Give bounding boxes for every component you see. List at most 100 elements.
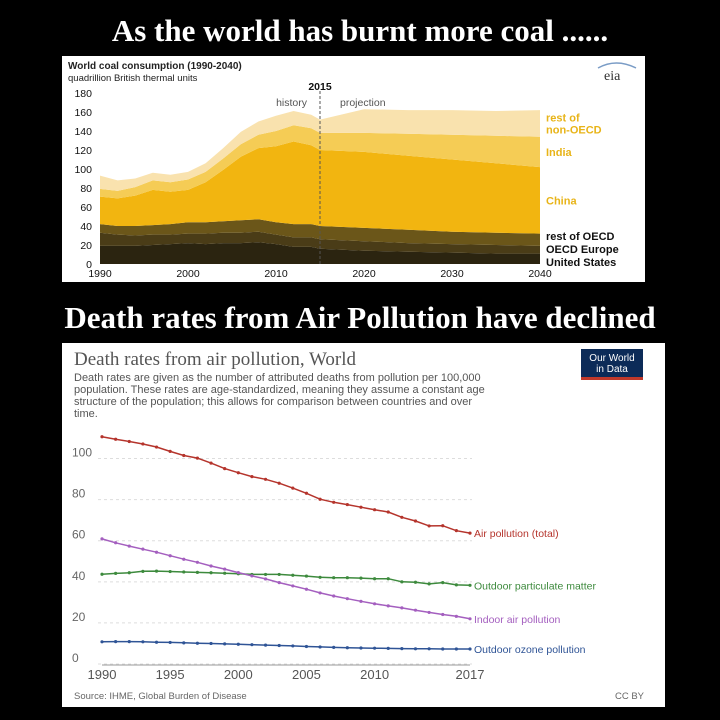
coal-chart-svg: World coal consumption (1990-2040) quadr…	[68, 61, 637, 280]
y-tick-label: 40	[80, 221, 92, 233]
point-outdoor-ozone-pollution	[182, 641, 186, 645]
source-note: Source: IHME, Global Burden of Disease	[74, 691, 247, 702]
point-outdoor-ozone-pollution	[345, 646, 349, 650]
area-india	[100, 125, 540, 199]
y-tick-label: 80	[80, 183, 92, 195]
point-outdoor-particulate-matter	[345, 576, 349, 580]
point-indoor-air-pollution	[182, 557, 186, 561]
point-indoor-air-pollution	[400, 606, 404, 610]
point-outdoor-particulate-matter	[400, 580, 404, 584]
point-air-pollution-total	[236, 471, 240, 475]
desc-line-2: population. These rates are age-standard…	[74, 384, 485, 396]
point-air-pollution-total	[223, 467, 227, 471]
point-outdoor-particulate-matter	[441, 581, 445, 585]
logo-swoosh-icon	[597, 62, 637, 69]
point-outdoor-ozone-pollution	[372, 646, 377, 650]
y-tick-label: 180	[74, 88, 92, 100]
point-indoor-air-pollution	[100, 537, 104, 541]
point-indoor-air-pollution	[386, 604, 390, 608]
point-outdoor-particulate-matter	[114, 571, 118, 575]
point-outdoor-particulate-matter	[182, 570, 186, 574]
point-outdoor-particulate-matter	[141, 569, 145, 573]
y-tick-label: 40	[72, 569, 86, 583]
point-outdoor-ozone-pollution	[359, 646, 363, 650]
point-air-pollution-total	[345, 502, 349, 507]
point-air-pollution-total	[195, 456, 200, 460]
point-air-pollution-total	[263, 477, 268, 481]
point-outdoor-ozone-pollution	[441, 647, 445, 651]
point-indoor-air-pollution	[413, 608, 418, 612]
divider-year: 2015	[308, 81, 332, 93]
point-air-pollution-total	[154, 445, 159, 449]
owid-logo-stripe	[581, 377, 643, 380]
line-air-pollution-total	[101, 436, 471, 534]
point-outdoor-particulate-matter	[263, 572, 268, 577]
y-tick-label: 20	[80, 240, 92, 252]
point-outdoor-particulate-matter	[468, 583, 472, 587]
point-outdoor-ozone-pollution	[168, 640, 172, 645]
y-tick-label: 0	[72, 651, 79, 665]
point-outdoor-particulate-matter	[195, 570, 200, 574]
y-tick-label: 20	[72, 610, 86, 624]
y-tick-label: 120	[74, 145, 92, 157]
point-outdoor-particulate-matter	[277, 572, 281, 577]
point-outdoor-particulate-matter	[413, 580, 418, 584]
point-outdoor-ozone-pollution	[332, 645, 336, 649]
owid-logo-box	[581, 349, 643, 380]
point-indoor-air-pollution	[427, 610, 431, 615]
point-outdoor-ozone-pollution	[223, 642, 227, 646]
point-outdoor-ozone-pollution	[304, 644, 309, 649]
point-outdoor-ozone-pollution	[209, 641, 213, 646]
area-stack	[100, 91, 540, 264]
line-outdoor-particulate-matter	[101, 570, 471, 587]
headline-coal: As the world has burnt more coal ......	[111, 13, 609, 48]
y-tick-label: 100	[74, 164, 92, 176]
series-label-air-pollution-total: Air pollution (total)	[474, 528, 559, 540]
y-tick-label: 60	[80, 202, 92, 214]
x-tick-label: 2040	[528, 268, 552, 280]
series-label-outdoor-ozone-pollution: Outdoor ozone pollution	[474, 644, 586, 656]
point-outdoor-ozone-pollution	[413, 647, 418, 651]
x-axis: 1990 2000 2010 2020 2030 2040	[88, 268, 552, 280]
point-air-pollution-total	[332, 500, 336, 504]
point-outdoor-particulate-matter	[304, 574, 309, 578]
point-outdoor-particulate-matter	[318, 575, 322, 579]
owid-logo: Our World in Data	[581, 349, 643, 380]
gridlines: 0 20 40 60 80 100	[72, 446, 472, 665]
headline-deaths: Death rates from Air Pollution have decl…	[64, 300, 656, 335]
point-outdoor-ozone-pollution	[263, 643, 268, 647]
desc-line-4: time.	[74, 408, 98, 420]
point-outdoor-particulate-matter	[168, 569, 172, 574]
x-tick-label: 2000	[224, 667, 253, 682]
x-tick-label: 1995	[156, 667, 185, 682]
point-outdoor-ozone-pollution	[141, 640, 145, 644]
x-tick-label: 2005	[292, 667, 321, 682]
point-air-pollution-total	[468, 531, 472, 535]
desc-line-1: Death rates are given as the number of a…	[74, 372, 481, 384]
point-indoor-air-pollution	[263, 577, 268, 581]
series-label-outdoor-particulate-matter: Outdoor particulate matter	[474, 580, 596, 592]
point-indoor-air-pollution	[304, 587, 309, 591]
logo-line-2: in Data	[596, 364, 628, 375]
point-air-pollution-total	[277, 481, 281, 485]
point-indoor-air-pollution	[345, 597, 349, 601]
point-indoor-air-pollution	[441, 612, 445, 617]
point-indoor-air-pollution	[195, 560, 200, 564]
point-indoor-air-pollution	[359, 599, 363, 603]
point-outdoor-ozone-pollution	[154, 640, 159, 644]
line-indoor-air-pollution	[101, 538, 471, 620]
point-indoor-air-pollution	[209, 564, 213, 568]
death-chart-svg: Death rates from air pollution, World De…	[72, 349, 645, 702]
series-label-indoor-air-pollution: Indoor air pollution	[474, 614, 561, 626]
region-label-china: China	[546, 195, 577, 207]
point-outdoor-particulate-matter	[386, 577, 390, 581]
point-air-pollution-total	[291, 486, 295, 490]
point-indoor-air-pollution	[318, 591, 322, 595]
chart-title: Death rates from air pollution, World	[74, 349, 356, 370]
point-air-pollution-total	[400, 515, 404, 519]
x-axis: 1990 1995 2000 2005 2010 2017	[88, 664, 484, 682]
point-indoor-air-pollution	[141, 547, 145, 551]
point-indoor-air-pollution	[250, 574, 254, 578]
point-indoor-air-pollution	[114, 541, 118, 545]
